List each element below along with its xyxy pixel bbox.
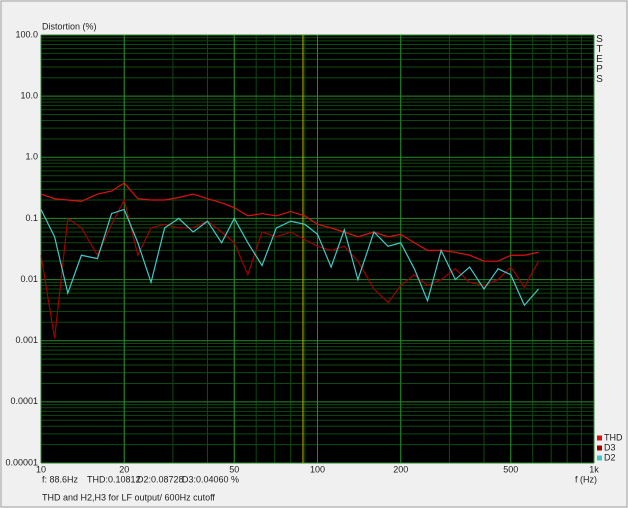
x-tick-label: 100: [310, 464, 325, 474]
y-tick-label: 0.1: [25, 213, 38, 223]
readout: THD:0.10812: [87, 474, 141, 484]
x-tick-label: 20: [119, 464, 129, 474]
series-line: [40, 198, 540, 339]
y-tick-label: 100.0: [15, 29, 38, 39]
x-tick-label: 200: [393, 464, 408, 474]
legend-label: D2: [604, 452, 616, 462]
readout: D2:0.08728: [137, 474, 184, 484]
legend-label: THD: [604, 432, 623, 442]
y-tick-label: 0.01: [20, 274, 38, 284]
legend-swatch: [597, 445, 602, 451]
series-line: [40, 208, 539, 307]
y-tick-label: 0.001: [15, 335, 38, 345]
note: THD and H2,H3 for LF output/ 600Hz cutof…: [42, 492, 215, 502]
readout: D3:0.04060 %: [182, 474, 239, 484]
chart-title: Distortion (%): [42, 21, 97, 31]
legend-swatch: [597, 455, 602, 461]
x-tick-label: 10: [36, 464, 46, 474]
y-tick-label: 10.0: [20, 91, 38, 101]
legend-swatch: [597, 435, 602, 441]
legend-label: D3: [604, 442, 616, 452]
y-tick-label: 0.0001: [10, 396, 38, 406]
x-tick-label: 1k: [589, 464, 599, 474]
cursor-readout: f: 88.6Hz: [42, 474, 79, 484]
series-line: [40, 182, 539, 262]
y-tick-label: 1.0: [25, 152, 38, 162]
x-tick-label: 500: [503, 464, 518, 474]
side-label: STEPS: [594, 34, 605, 84]
y-tick-label: 0.00001: [5, 457, 38, 467]
x-axis-label: f (Hz): [575, 474, 597, 484]
x-tick-label: 50: [229, 464, 239, 474]
